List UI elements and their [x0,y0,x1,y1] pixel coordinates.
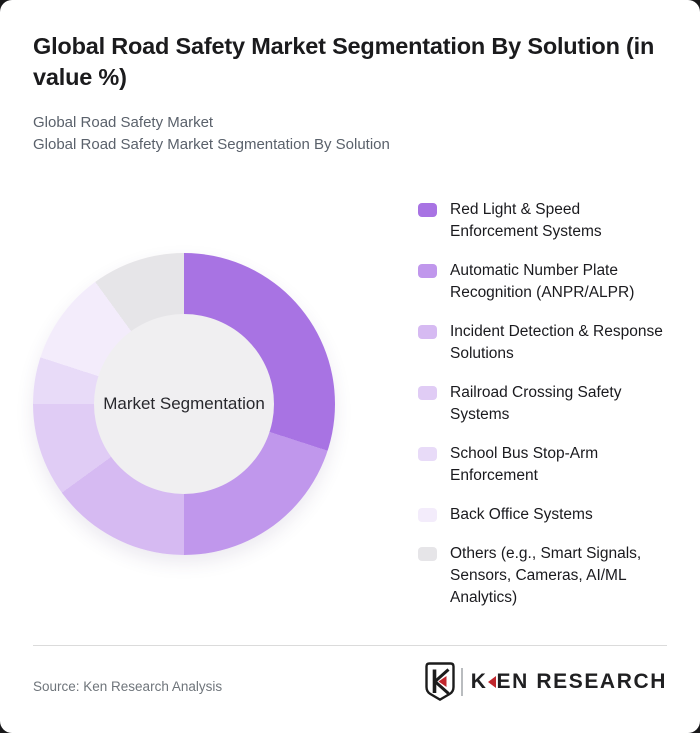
legend-item-label: Automatic Number Plate Recognition (ANPR… [450,262,635,301]
legend-swatch-icon [418,325,437,339]
legend-item[interactable]: Automatic Number Plate Recognition (ANPR… [418,260,668,304]
logo-divider [460,667,463,696]
legend-item[interactable]: Back Office Systems [418,504,668,526]
legend-item[interactable]: Incident Detection & Response Solutions [418,321,668,365]
legend-item[interactable]: School Bus Stop-Arm Enforcement [418,443,668,487]
legend-swatch-icon [418,547,437,561]
ken-research-badge-icon [425,662,455,701]
legend-swatch-icon [418,203,437,217]
subtitle-line-1: Global Road Safety Market [33,114,214,131]
legend: Red Light & Speed Enforcement Systems Au… [418,199,668,626]
footer-divider [33,645,667,646]
legend-swatch-icon [418,508,437,522]
brand-text: K EN RESEARCH [471,670,667,694]
donut-chart[interactable]: Market Segmentation [33,253,335,555]
brand-rest: EN RESEARCH [496,669,667,693]
legend-item[interactable]: Others (e.g., Smart Signals, Sensors, Ca… [418,543,668,609]
legend-swatch-icon [418,447,437,461]
legend-item[interactable]: Red Light & Speed Enforcement Systems [418,199,668,243]
ken-research-logo: K EN RESEARCH [425,662,667,701]
legend-item-label: Red Light & Speed Enforcement Systems [450,201,602,240]
legend-item-label: Others (e.g., Smart Signals, Sensors, Ca… [450,545,642,606]
donut-center-label: Market Segmentation [103,394,265,413]
chart-subtitle: Global Road Safety Market Global Road Sa… [33,112,390,155]
legend-item-label: Incident Detection & Response Solutions [450,323,663,362]
source-attribution: Source: Ken Research Analysis [33,679,223,694]
legend-item[interactable]: Railroad Crossing Safety Systems [418,382,668,426]
legend-swatch-icon [418,386,437,400]
donut-center: Market Segmentation [94,314,274,494]
brand-k: K [470,669,488,693]
legend-swatch-icon [418,264,437,278]
page-title: Global Road Safety Market Segmentation B… [33,33,655,90]
legend-item-label: Railroad Crossing Safety Systems [450,384,622,423]
legend-item-label: Back Office Systems [450,506,593,523]
legend-item-label: School Bus Stop-Arm Enforcement [450,445,599,484]
subtitle-line-2: Global Road Safety Market Segmentation B… [33,135,390,153]
red-triangle-icon [487,676,496,688]
